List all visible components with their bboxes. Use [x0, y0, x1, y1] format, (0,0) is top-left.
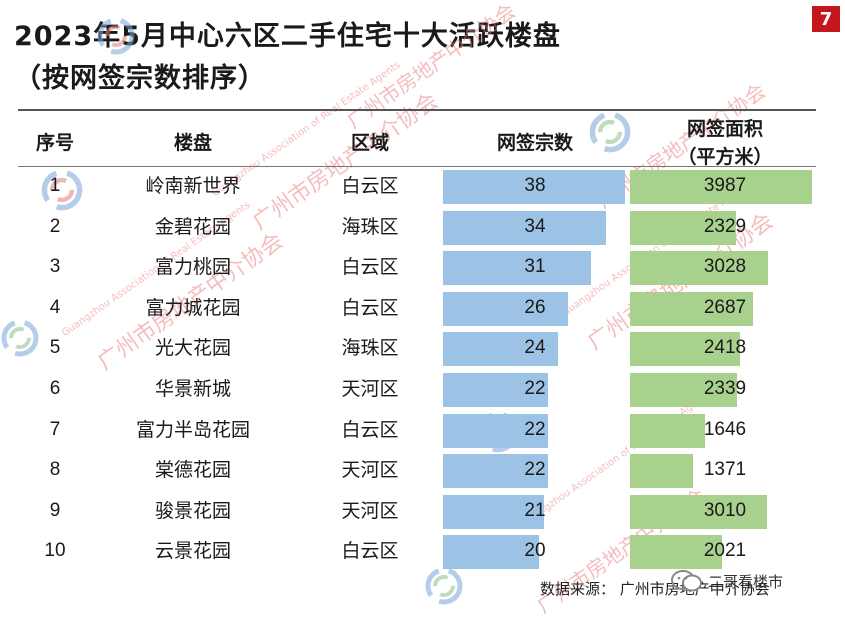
- project-cell: 金碧花园: [154, 215, 231, 238]
- area-bar: [630, 251, 769, 286]
- deals-value: 22: [524, 418, 546, 440]
- area-value: 2329: [703, 215, 747, 237]
- deals-value: 38: [524, 175, 546, 196]
- deals-bar: [443, 373, 549, 407]
- deals-value: 34: [524, 215, 546, 237]
- area-bar: [630, 332, 741, 367]
- header-deals: 网签宗数: [496, 132, 573, 154]
- district-cell: 白云区: [341, 418, 399, 441]
- header-rank: 序号: [35, 132, 74, 154]
- rank-cell: 4: [49, 296, 61, 318]
- deals-bar: [443, 210, 606, 245]
- district-cell: 天河区: [341, 459, 399, 482]
- district-cell: 白云区: [341, 256, 399, 279]
- district-cell: 白云区: [341, 296, 399, 319]
- rank-cell: 1: [49, 175, 61, 196]
- area-value: 3028: [703, 256, 747, 278]
- deals-value: 26: [524, 296, 546, 318]
- chart-subtitle: （按网签宗数排序）: [14, 63, 266, 94]
- header-area: 网签面积: [686, 118, 763, 140]
- header-district: 区域: [350, 132, 389, 154]
- header-project: 楼盘: [173, 132, 212, 154]
- area-value: 3987: [703, 175, 747, 196]
- deals-value: 21: [524, 499, 546, 521]
- deals-value: 24: [524, 337, 546, 359]
- area-value: 2021: [703, 540, 747, 562]
- area-bar: [630, 494, 768, 529]
- district-cell: 白云区: [341, 175, 399, 197]
- area-value: 1646: [703, 418, 747, 440]
- deals-bar: [443, 332, 558, 367]
- association-logo-icon: [1, 319, 39, 357]
- area-value: 2339: [703, 378, 747, 399]
- rank-cell: 10: [44, 540, 66, 562]
- rank-cell: 2: [49, 215, 61, 237]
- deals-value: 31: [524, 256, 546, 278]
- association-logo-icon: [41, 169, 83, 211]
- project-cell: 岭南新世界: [145, 175, 241, 197]
- project-cell: 富力桃园: [154, 256, 231, 279]
- district-cell: 天河区: [341, 499, 399, 522]
- project-cell: 云景花园: [154, 540, 231, 563]
- data-source: 数据来源： 广州市房地产中介协会: [540, 580, 770, 598]
- association-logo-icon: [97, 17, 135, 55]
- table-header-rule: [18, 166, 816, 167]
- area-bar: [630, 291, 753, 326]
- header-area-unit: （平方米）: [677, 146, 773, 168]
- rank-cell: 7: [49, 418, 61, 440]
- rank-cell: 9: [49, 499, 61, 521]
- area-bar: [630, 535, 723, 570]
- page-number-badge: 7: [812, 6, 840, 32]
- area-value: 3010: [703, 499, 747, 521]
- association-logo-icon: [425, 567, 463, 605]
- project-cell: 富力半岛花园: [135, 418, 250, 441]
- area-bar: [630, 170, 812, 204]
- deals-value: 20: [524, 540, 546, 562]
- area-value: 2418: [703, 337, 747, 359]
- deals-bar: [443, 494, 544, 529]
- deals-value: 22: [524, 459, 546, 481]
- table-top-rule: [18, 109, 816, 111]
- rank-cell: 6: [49, 378, 61, 399]
- project-cell: 骏景花园: [154, 499, 231, 522]
- district-cell: 海珠区: [341, 215, 399, 238]
- deals-bar: [443, 535, 539, 570]
- area-bar: [630, 373, 737, 407]
- project-cell: 棠德花园: [154, 459, 231, 482]
- project-cell: 富力城花园: [145, 296, 241, 319]
- brand-name: 二哥看楼市: [708, 572, 784, 591]
- project-cell: 光大花园: [154, 337, 231, 360]
- deals-bar: [443, 251, 592, 286]
- rank-cell: 3: [49, 256, 61, 278]
- area-value: 2687: [703, 296, 747, 318]
- deals-bar: [443, 454, 549, 489]
- deals-value: 22: [524, 378, 546, 399]
- deals-bar: [443, 291, 568, 326]
- district-cell: 海珠区: [341, 337, 399, 360]
- area-bar: [630, 210, 737, 245]
- district-cell: 白云区: [341, 540, 399, 563]
- area-bar: [630, 454, 693, 489]
- deals-bar: [443, 413, 549, 448]
- area-value: 1371: [703, 459, 747, 481]
- project-cell: 华景新城: [154, 378, 231, 400]
- deals-bar: [443, 170, 625, 204]
- wechat-icon: [671, 570, 702, 592]
- brand-badge: 二哥看楼市: [670, 568, 783, 594]
- area-bar: [630, 413, 706, 448]
- district-cell: 天河区: [341, 378, 399, 400]
- rank-cell: 8: [49, 459, 61, 481]
- association-logo-icon: [589, 111, 631, 153]
- rank-cell: 5: [49, 337, 61, 359]
